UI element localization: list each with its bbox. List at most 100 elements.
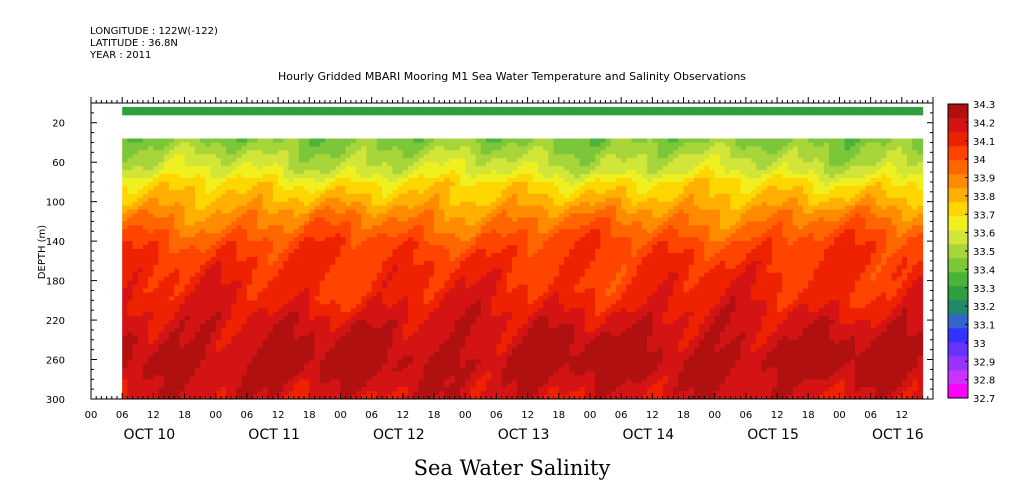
heat-cell <box>226 383 232 388</box>
heat-cell <box>361 280 367 286</box>
heat-cell <box>168 170 175 175</box>
heat-cell <box>246 363 253 368</box>
heat-cell <box>428 245 435 250</box>
heat-cell <box>174 367 180 372</box>
heat-cell <box>309 304 315 309</box>
heat-cell <box>158 324 165 329</box>
heat-cell <box>184 327 191 333</box>
heat-cell <box>444 181 451 187</box>
heat-cell <box>246 304 253 309</box>
heat-cell <box>491 272 497 278</box>
heat-cell <box>340 335 347 341</box>
heat-cell <box>267 355 274 361</box>
heat-cell <box>304 383 310 388</box>
heat-cell <box>496 280 503 286</box>
heat-cell <box>392 288 399 293</box>
heat-cell <box>137 138 144 143</box>
heat-cell <box>252 304 258 309</box>
heat-cell <box>319 304 326 309</box>
heat-cell <box>252 371 258 376</box>
heat-cell <box>428 154 435 159</box>
heat-cell <box>246 193 253 199</box>
heat-cell <box>382 367 388 372</box>
heat-cell <box>179 395 186 400</box>
heat-cell <box>496 249 503 254</box>
heat-cell <box>210 324 217 329</box>
heat-cell <box>246 166 253 171</box>
heat-cell <box>345 351 352 357</box>
heat-cell <box>335 150 341 155</box>
heat-cell <box>356 268 362 274</box>
heat-cell <box>480 316 487 321</box>
heat-cell <box>220 245 227 250</box>
heat-cell <box>324 300 331 305</box>
heat-cell <box>460 142 466 147</box>
heat-cell <box>257 209 264 215</box>
heat-cell <box>324 280 331 286</box>
heat-cell <box>246 379 253 384</box>
heat-cell <box>163 197 170 203</box>
heat-cell <box>402 201 409 207</box>
heat-cell <box>194 312 201 317</box>
heat-cell <box>371 395 378 400</box>
heat-cell <box>179 256 186 262</box>
heat-cell <box>257 300 264 305</box>
heat-cell <box>402 395 409 400</box>
heat-cell <box>324 181 331 187</box>
heat-cell <box>220 284 227 289</box>
heat-cell <box>460 272 466 278</box>
heat-cell <box>153 359 160 364</box>
heat-cell <box>387 197 393 203</box>
heat-cell <box>314 351 321 357</box>
heat-cell <box>366 213 373 218</box>
heat-cell <box>470 280 477 286</box>
heat-cell <box>314 331 321 337</box>
heat-cell <box>454 229 461 234</box>
heat-cell <box>470 158 477 163</box>
heat-cell <box>392 308 399 313</box>
heat-cell <box>382 339 388 345</box>
heat-cell <box>413 276 419 282</box>
heat-cell <box>475 331 482 337</box>
heat-cell <box>122 383 128 388</box>
heat-cell <box>397 154 404 159</box>
heat-cell <box>340 170 347 175</box>
heat-cell <box>366 162 373 167</box>
heat-cell <box>413 395 419 400</box>
heat-cell <box>184 355 191 361</box>
heat-cell <box>309 138 315 143</box>
heat-cell <box>142 245 149 250</box>
heat-cell <box>148 260 154 266</box>
heat-cell <box>491 158 497 163</box>
heat-cell <box>387 166 393 171</box>
heat-cell <box>220 351 227 357</box>
heat-cell <box>226 304 232 309</box>
heat-cell <box>148 347 154 353</box>
heat-cell <box>444 284 451 289</box>
heat-cell <box>231 146 238 151</box>
heat-cell <box>309 395 315 400</box>
heat-cell <box>179 249 186 254</box>
heat-cell <box>356 391 362 396</box>
heat-cell <box>340 189 347 195</box>
heat-cell <box>340 343 347 349</box>
heat-cell <box>350 316 357 321</box>
heat-cell <box>376 213 383 218</box>
heat-cell <box>434 327 440 333</box>
heat-cell <box>486 166 492 171</box>
heat-cell <box>246 395 253 400</box>
heat-cell <box>392 383 399 388</box>
heat-cell <box>158 395 165 400</box>
heat-cell <box>350 371 357 376</box>
heat-cell <box>215 387 222 392</box>
heat-cell <box>434 347 440 353</box>
heat-cell <box>158 308 165 313</box>
heat-cell <box>168 375 175 380</box>
heat-cell <box>408 252 414 258</box>
heat-cell <box>309 260 315 266</box>
heat-cell <box>226 146 232 151</box>
heat-cell <box>283 138 290 143</box>
heat-cell <box>408 189 414 195</box>
heat-cell <box>330 268 336 274</box>
heat-cell <box>366 327 373 333</box>
